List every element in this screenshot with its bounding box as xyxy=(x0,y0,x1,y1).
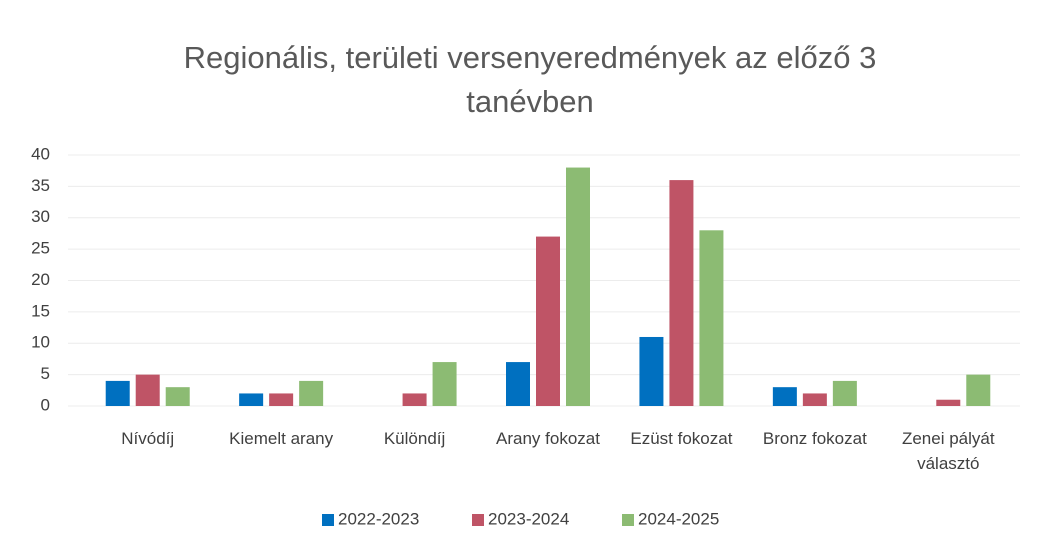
legend-swatch xyxy=(622,514,634,526)
bar xyxy=(669,180,694,406)
y-tick-label: 35 xyxy=(31,176,50,195)
bar xyxy=(165,387,190,406)
bar xyxy=(966,374,991,406)
x-tick-label: Különdíj xyxy=(383,429,446,448)
x-tick-label: Arany fokozat xyxy=(496,429,600,448)
bar xyxy=(639,336,664,406)
bar xyxy=(105,380,130,406)
y-tick-label: 30 xyxy=(31,207,50,226)
bar xyxy=(772,387,797,406)
bar xyxy=(299,380,324,406)
bar xyxy=(269,393,294,406)
bar xyxy=(135,374,160,406)
y-tick-label: 0 xyxy=(41,395,50,414)
x-tick-label: Nívódíj xyxy=(121,429,175,448)
x-tick-label: Ezüst fokozat xyxy=(630,429,733,448)
legend-swatch xyxy=(322,514,334,526)
bar xyxy=(506,362,530,406)
bar xyxy=(536,236,560,406)
legend-label: 2023-2024 xyxy=(488,509,569,528)
bar xyxy=(432,362,457,406)
y-tick-label: 20 xyxy=(31,270,50,289)
bar xyxy=(566,167,590,406)
bar xyxy=(936,399,961,406)
bar xyxy=(402,393,427,406)
legend-label: 2024-2025 xyxy=(638,509,719,528)
x-tick-label: Kiemelt arany xyxy=(229,429,334,448)
bar xyxy=(239,393,264,406)
x-tick-label: Bronz fokozat xyxy=(762,429,867,448)
legend-label: 2022-2023 xyxy=(338,509,419,528)
bar xyxy=(699,230,724,406)
bar xyxy=(802,393,827,406)
y-tick-label: 5 xyxy=(41,364,50,383)
y-tick-label: 40 xyxy=(31,144,50,163)
bar xyxy=(832,380,857,406)
legend-swatch xyxy=(472,514,484,526)
y-tick-label: 10 xyxy=(31,333,50,352)
x-tick-label: Zenei pályát választó xyxy=(901,429,995,473)
y-tick-label: 25 xyxy=(31,239,50,258)
chart-title: Regionális, területi versenyeredmények a… xyxy=(183,40,877,119)
y-tick-label: 15 xyxy=(31,301,50,320)
